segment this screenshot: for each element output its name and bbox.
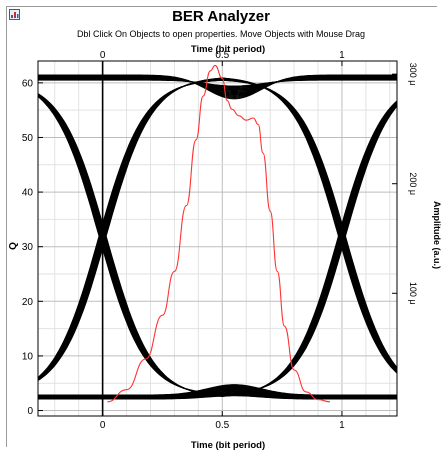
- x-axis-label-bottom: Time (bit period): [191, 440, 265, 450]
- x-tick-label-bottom: 0: [100, 420, 106, 431]
- y-axis-label-left: Q: [8, 242, 19, 250]
- window-title: BER Analyzer: [172, 8, 270, 25]
- eye-trace-rising: [37, 77, 398, 381]
- x-tick-label-top: 0: [100, 50, 106, 61]
- y-left-tick-label: 50: [22, 133, 34, 144]
- y-left-tick-label: 0: [27, 406, 33, 417]
- x-axis-label-top: Time (bit period): [191, 44, 265, 55]
- amplitude-series-line: [107, 64, 331, 403]
- y-right-tick-label: 200 μ: [408, 172, 418, 195]
- plot-area[interactable]: [38, 61, 397, 416]
- y-right-tick-label: 300 μ: [408, 63, 418, 86]
- instructions-text: Dbl Click On Objects to open properties.…: [76, 29, 366, 39]
- x-tick-label-bottom: 1: [339, 420, 345, 431]
- window-frame: [6, 6, 437, 447]
- y-left-tick-label: 20: [22, 297, 34, 308]
- y-left-tick-label: 10: [22, 351, 34, 362]
- x-tick-label-top: 1: [339, 50, 345, 61]
- y-axis-label-right: Amplitude (a.u.): [432, 201, 442, 269]
- chart-icon: [9, 9, 20, 20]
- y-left-tick-label: 30: [22, 242, 34, 253]
- eye-trace-low: [38, 384, 397, 396]
- y-right-tick-label: 100 μ: [408, 282, 418, 305]
- eye-trace-falling: [37, 96, 398, 395]
- x-tick-label-top: 0.5: [215, 50, 229, 61]
- y-left-tick-label: 60: [22, 78, 34, 89]
- plot-frame: [37, 60, 398, 417]
- eye-trace-high: [38, 74, 397, 100]
- y-left-tick-label: 40: [22, 188, 34, 199]
- x-tick-label-bottom: 0.5: [215, 420, 229, 431]
